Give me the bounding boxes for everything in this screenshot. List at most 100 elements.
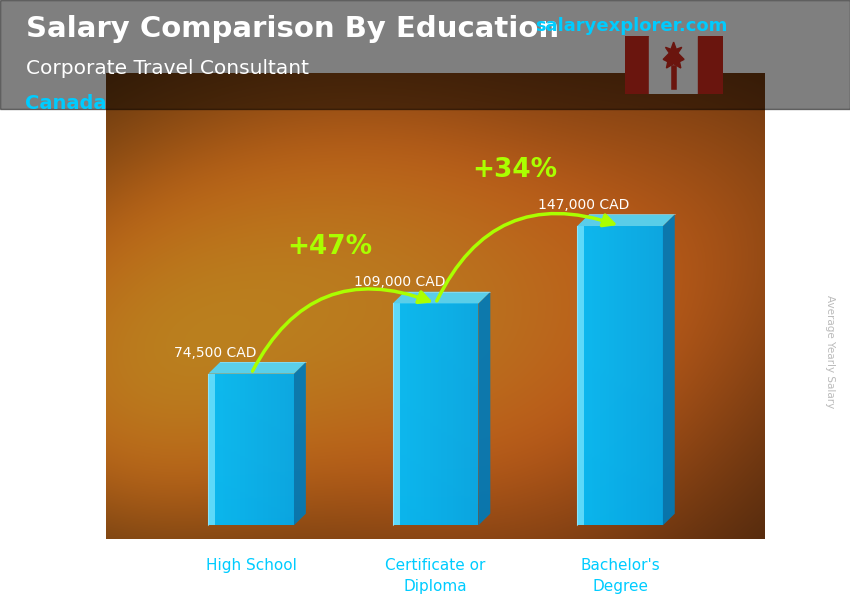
Polygon shape [629, 226, 632, 525]
Polygon shape [286, 374, 288, 525]
Polygon shape [217, 374, 220, 525]
Polygon shape [292, 374, 294, 525]
Text: Salary Comparison By Education: Salary Comparison By Education [26, 15, 558, 43]
Polygon shape [620, 226, 623, 525]
Polygon shape [589, 226, 592, 525]
Polygon shape [592, 226, 594, 525]
Polygon shape [577, 215, 675, 226]
Polygon shape [208, 374, 211, 525]
Polygon shape [246, 374, 248, 525]
Polygon shape [609, 226, 611, 525]
Polygon shape [580, 226, 583, 525]
Polygon shape [464, 304, 467, 525]
Polygon shape [598, 226, 600, 525]
Polygon shape [208, 374, 215, 525]
Polygon shape [413, 304, 416, 525]
Text: Canada: Canada [26, 94, 107, 113]
Polygon shape [234, 374, 237, 525]
Polygon shape [395, 304, 399, 525]
Polygon shape [617, 226, 620, 525]
Text: 74,500 CAD: 74,500 CAD [173, 345, 256, 359]
Polygon shape [223, 374, 225, 525]
Polygon shape [615, 226, 617, 525]
Polygon shape [214, 374, 217, 525]
Polygon shape [407, 304, 410, 525]
Polygon shape [467, 304, 470, 525]
Polygon shape [393, 304, 395, 525]
Polygon shape [479, 291, 490, 525]
Polygon shape [211, 374, 214, 525]
Polygon shape [450, 304, 453, 525]
Polygon shape [257, 374, 260, 525]
Polygon shape [663, 215, 675, 525]
Polygon shape [660, 226, 663, 525]
Text: +34%: +34% [472, 157, 558, 183]
Polygon shape [439, 304, 441, 525]
Polygon shape [441, 304, 445, 525]
Polygon shape [410, 304, 413, 525]
Polygon shape [643, 226, 646, 525]
Polygon shape [433, 304, 435, 525]
Polygon shape [393, 304, 400, 525]
Polygon shape [626, 226, 629, 525]
Polygon shape [651, 226, 654, 525]
Bar [625, 36, 649, 94]
Polygon shape [473, 304, 476, 525]
Polygon shape [583, 226, 586, 525]
Polygon shape [577, 226, 580, 525]
Polygon shape [427, 304, 430, 525]
Polygon shape [288, 374, 292, 525]
Polygon shape [462, 304, 464, 525]
Text: Certificate or
Diploma: Certificate or Diploma [385, 558, 486, 594]
Polygon shape [453, 304, 456, 525]
Polygon shape [606, 226, 609, 525]
Text: Corporate Travel Consultant: Corporate Travel Consultant [26, 59, 309, 78]
Polygon shape [405, 304, 407, 525]
Polygon shape [422, 304, 424, 525]
Polygon shape [269, 374, 271, 525]
Polygon shape [470, 304, 473, 525]
Polygon shape [634, 226, 638, 525]
Polygon shape [611, 226, 615, 525]
Polygon shape [447, 304, 450, 525]
Polygon shape [663, 42, 684, 68]
Bar [649, 36, 698, 94]
Text: 147,000 CAD: 147,000 CAD [538, 198, 630, 212]
Polygon shape [430, 304, 433, 525]
Polygon shape [577, 226, 584, 525]
Polygon shape [208, 362, 306, 374]
Polygon shape [393, 291, 490, 304]
Polygon shape [416, 304, 418, 525]
Polygon shape [260, 374, 263, 525]
Polygon shape [458, 304, 462, 525]
Polygon shape [401, 304, 405, 525]
Polygon shape [586, 226, 589, 525]
Polygon shape [265, 374, 269, 525]
Polygon shape [640, 226, 643, 525]
FancyArrowPatch shape [252, 289, 429, 371]
Polygon shape [263, 374, 265, 525]
Polygon shape [418, 304, 422, 525]
Polygon shape [646, 226, 649, 525]
Polygon shape [254, 374, 257, 525]
Polygon shape [248, 374, 252, 525]
Polygon shape [280, 374, 282, 525]
Polygon shape [282, 374, 286, 525]
Polygon shape [229, 374, 231, 525]
Polygon shape [638, 226, 640, 525]
FancyArrowPatch shape [437, 213, 614, 301]
Text: 109,000 CAD: 109,000 CAD [354, 275, 445, 290]
Polygon shape [623, 226, 626, 525]
Text: High School: High School [206, 558, 297, 573]
Polygon shape [603, 226, 606, 525]
Polygon shape [445, 304, 447, 525]
Polygon shape [649, 226, 651, 525]
Polygon shape [476, 304, 479, 525]
Polygon shape [654, 226, 657, 525]
Polygon shape [594, 226, 598, 525]
Bar [698, 36, 722, 94]
Polygon shape [399, 304, 401, 525]
Polygon shape [435, 304, 439, 525]
Text: Average Yearly Salary: Average Yearly Salary [824, 295, 835, 408]
Polygon shape [220, 374, 223, 525]
